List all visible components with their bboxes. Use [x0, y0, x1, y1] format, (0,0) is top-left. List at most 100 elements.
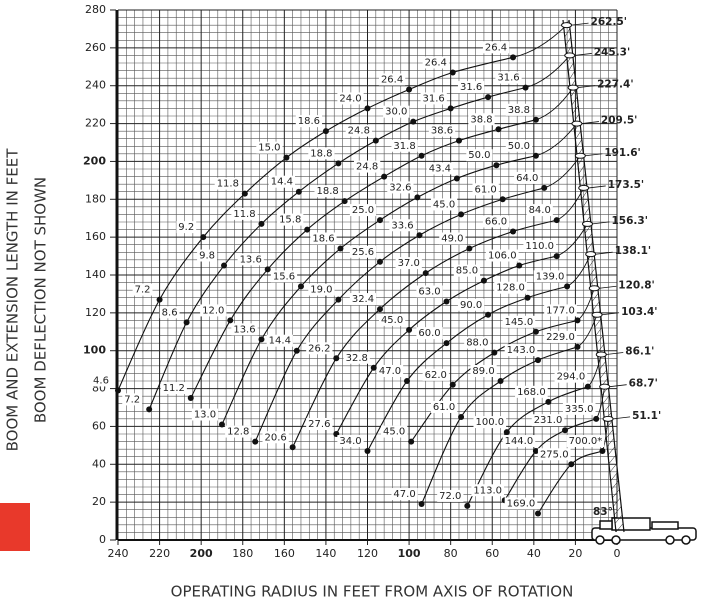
label-bg	[132, 283, 153, 296]
label-bg	[422, 368, 449, 381]
boom-lacing	[599, 369, 607, 379]
capacity-label: 12.0	[202, 305, 224, 316]
capacity-label: 13.6	[233, 324, 255, 335]
load-point	[410, 118, 417, 125]
capacity-label: 18.8	[310, 148, 332, 159]
capacity-label: 231.0	[534, 415, 563, 426]
y-tick-label: 120	[85, 306, 106, 319]
label-bg	[277, 213, 304, 226]
label-bg	[426, 162, 454, 175]
load-point	[115, 387, 121, 394]
boom: 83° 262.5' 245.3' 227.4' 209.5' 191.6' 173.5'…	[561, 16, 697, 545]
label-bg	[378, 313, 406, 326]
y-tick-label: 100	[83, 344, 106, 357]
boom-lacing	[579, 173, 586, 183]
label-bg	[349, 245, 377, 258]
y-tick-label: 280	[85, 3, 106, 16]
load-point	[532, 448, 539, 455]
load-point	[584, 383, 591, 390]
boom-leader	[578, 85, 596, 89]
boom-lacing	[607, 446, 616, 456]
boom-marker	[574, 152, 586, 159]
label-bg	[337, 92, 364, 105]
y-axis-note: BOOM DEFLECTION NOT SHOWN	[32, 177, 50, 423]
boom-leader	[571, 22, 589, 26]
load-point	[187, 395, 194, 402]
boom-lacing	[613, 497, 621, 507]
label-bg	[383, 105, 410, 118]
label-bg	[515, 385, 548, 398]
boom-lacing	[568, 71, 575, 80]
boom-length-label: 227.4'	[597, 79, 633, 91]
y-tick-label: 260	[85, 41, 106, 54]
label-bg	[122, 393, 143, 406]
capacity-label: 15.8	[279, 215, 301, 226]
capacity-label: 18.6	[298, 116, 320, 127]
capacity-label: 26.4	[485, 42, 507, 53]
capacity-label: 45.0	[383, 427, 405, 438]
capacity-label: 84.0	[529, 205, 551, 216]
label-bg	[389, 219, 416, 232]
load-point	[221, 262, 228, 269]
x-tick-label: 220	[149, 547, 170, 560]
load-point	[599, 448, 606, 455]
label-bg	[391, 488, 418, 501]
capacity-label: 47.0	[393, 489, 415, 500]
load-point	[564, 283, 571, 290]
boom-leader	[585, 153, 603, 157]
capacity-label: 7.2	[124, 394, 140, 405]
curve-connector	[512, 24, 567, 58]
load-point	[562, 427, 569, 434]
load-point	[532, 116, 539, 123]
load-point	[522, 84, 529, 91]
load-point	[289, 444, 296, 451]
label-bg	[231, 323, 258, 336]
capacity-label: 37.0	[398, 258, 420, 269]
load-point	[532, 152, 539, 159]
label-bg	[91, 374, 111, 387]
load-point	[480, 277, 487, 284]
capacity-label: 14.4	[271, 177, 293, 188]
capacity-label: 7.2	[135, 285, 151, 296]
capacity-label: 64.0	[516, 173, 538, 184]
load-point	[416, 232, 423, 239]
label-bg	[502, 435, 536, 448]
load-point	[341, 198, 348, 205]
x-tick-label: 40	[527, 547, 541, 560]
x-tick-label: 100	[398, 547, 421, 560]
capacity-label: 47.0	[379, 366, 401, 377]
capacity-label: 43.4	[429, 163, 451, 174]
y-tick-label: 180	[85, 192, 106, 205]
load-point	[418, 152, 425, 159]
label-bg	[457, 81, 485, 94]
label-bg	[308, 283, 335, 296]
load-point	[335, 296, 342, 303]
label-bg	[533, 270, 567, 283]
label-bg	[428, 124, 456, 137]
load-point	[422, 270, 429, 277]
label-bg	[502, 315, 536, 328]
load-point	[258, 336, 265, 343]
load-point	[553, 253, 560, 260]
label-bg	[439, 232, 466, 245]
capacity-label: 100.0	[475, 417, 504, 428]
label-bg	[537, 448, 571, 461]
load-point	[568, 461, 575, 468]
load-point	[404, 378, 411, 384]
boom-lacing	[588, 258, 595, 268]
y-tick-label: 60	[92, 419, 106, 432]
load-point	[376, 217, 383, 224]
x-tick-label: 160	[274, 547, 295, 560]
boom-length-label: 156.3'	[612, 215, 648, 227]
x-tick-label: 180	[232, 547, 253, 560]
capacity-label: 110.0	[525, 241, 554, 252]
capacity-label: 20.6	[265, 432, 287, 443]
label-bg	[306, 418, 333, 430]
capacity-label: 168.0	[517, 387, 546, 398]
boom-leader	[613, 416, 631, 420]
boom-lacing	[565, 36, 572, 46]
load-point	[574, 343, 581, 350]
capacity-label: 24.0	[339, 93, 361, 104]
x-tick-label: 60	[485, 547, 499, 560]
x-axis-label: OPERATING RADIUS IN FEET FROM AXIS OF RO…	[171, 583, 574, 601]
